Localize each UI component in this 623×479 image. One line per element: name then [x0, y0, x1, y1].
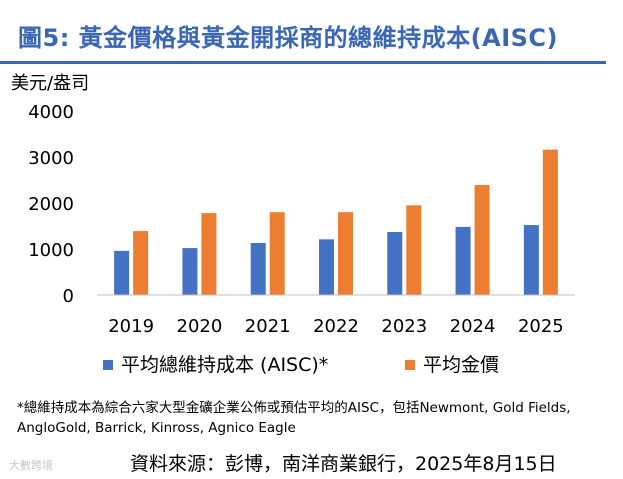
- x-tick-label: 2024: [450, 316, 496, 337]
- y-tick-label: 0: [63, 286, 74, 307]
- legend-label-aisc: 平均總維持成本 (AISC)*: [121, 354, 328, 376]
- x-tick-label: 2025: [518, 316, 564, 337]
- x-tick-label: 2019: [108, 316, 154, 337]
- bar-gold-price-2019: [133, 231, 149, 295]
- watermark: 大數跨境: [9, 459, 53, 472]
- x-tick-label: 2021: [245, 316, 291, 337]
- legend-swatch-gold-price: [405, 360, 415, 370]
- y-tick-label: 3000: [28, 148, 74, 169]
- footnote: *總維持成本為綜合六家大型金礦企業公佈或預估平均的AISC，包括Newmont,…: [17, 400, 571, 436]
- bar-gold-price-2021: [269, 212, 285, 295]
- bar-gold-price-2020: [201, 213, 217, 295]
- bar-aisc-2024: [455, 226, 471, 295]
- y-tick-label: 4000: [28, 102, 74, 123]
- bar-aisc-2021: [250, 243, 266, 295]
- y-tick-label: 2000: [28, 194, 74, 215]
- bar-gold-price-2023: [406, 205, 422, 295]
- bar-gold-price-2024: [474, 185, 490, 295]
- bar-gold-price-2025: [542, 149, 558, 295]
- legend-label-gold-price: 平均金價: [423, 354, 499, 376]
- bar-aisc-2020: [182, 248, 198, 295]
- bar-gold-price-2022: [338, 212, 353, 295]
- x-tick-label: 2020: [177, 316, 223, 337]
- title-divider: [0, 61, 606, 64]
- bar-aisc-2025: [523, 225, 539, 295]
- bar-aisc-2023: [387, 231, 403, 295]
- bar-chart: 4000 3000 2000 1000 0 2019 2020 2021 2022 2023 202…: [28, 102, 575, 376]
- x-tick-label: 2023: [381, 316, 427, 337]
- y-tick-label: 1000: [28, 240, 74, 261]
- bar-aisc-2019: [114, 250, 130, 295]
- bar-aisc-2022: [319, 239, 334, 295]
- legend-swatch-aisc: [103, 360, 113, 370]
- source-text: 資料來源：彭博，南洋商業銀行，2025年8月15日: [130, 453, 557, 475]
- y-axis-unit-label: 美元/盎司: [11, 73, 90, 94]
- x-tick-label: 2022: [313, 316, 359, 337]
- chart-title: 圖5: 黃金價格與黃金開採商的總維持成本(AISC): [18, 24, 558, 52]
